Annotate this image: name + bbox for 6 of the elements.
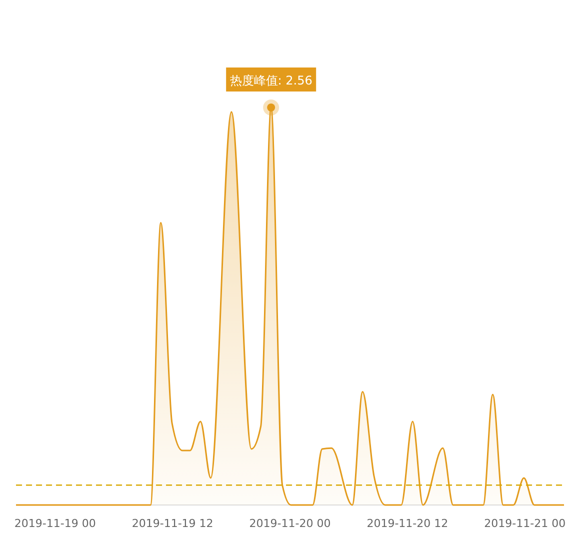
x-tick-label: 2019-11-20 12 bbox=[366, 517, 448, 530]
x-tick-label: 2019-11-19 12 bbox=[132, 517, 214, 530]
annotation: 热度峰值: 2.56 bbox=[230, 74, 312, 88]
x-tick-label: 2019-11-19 00 bbox=[14, 517, 96, 530]
x-tick-label: 2019-11-20 00 bbox=[249, 517, 331, 530]
x-tick-label: 2019-11-21 00 bbox=[484, 517, 566, 530]
